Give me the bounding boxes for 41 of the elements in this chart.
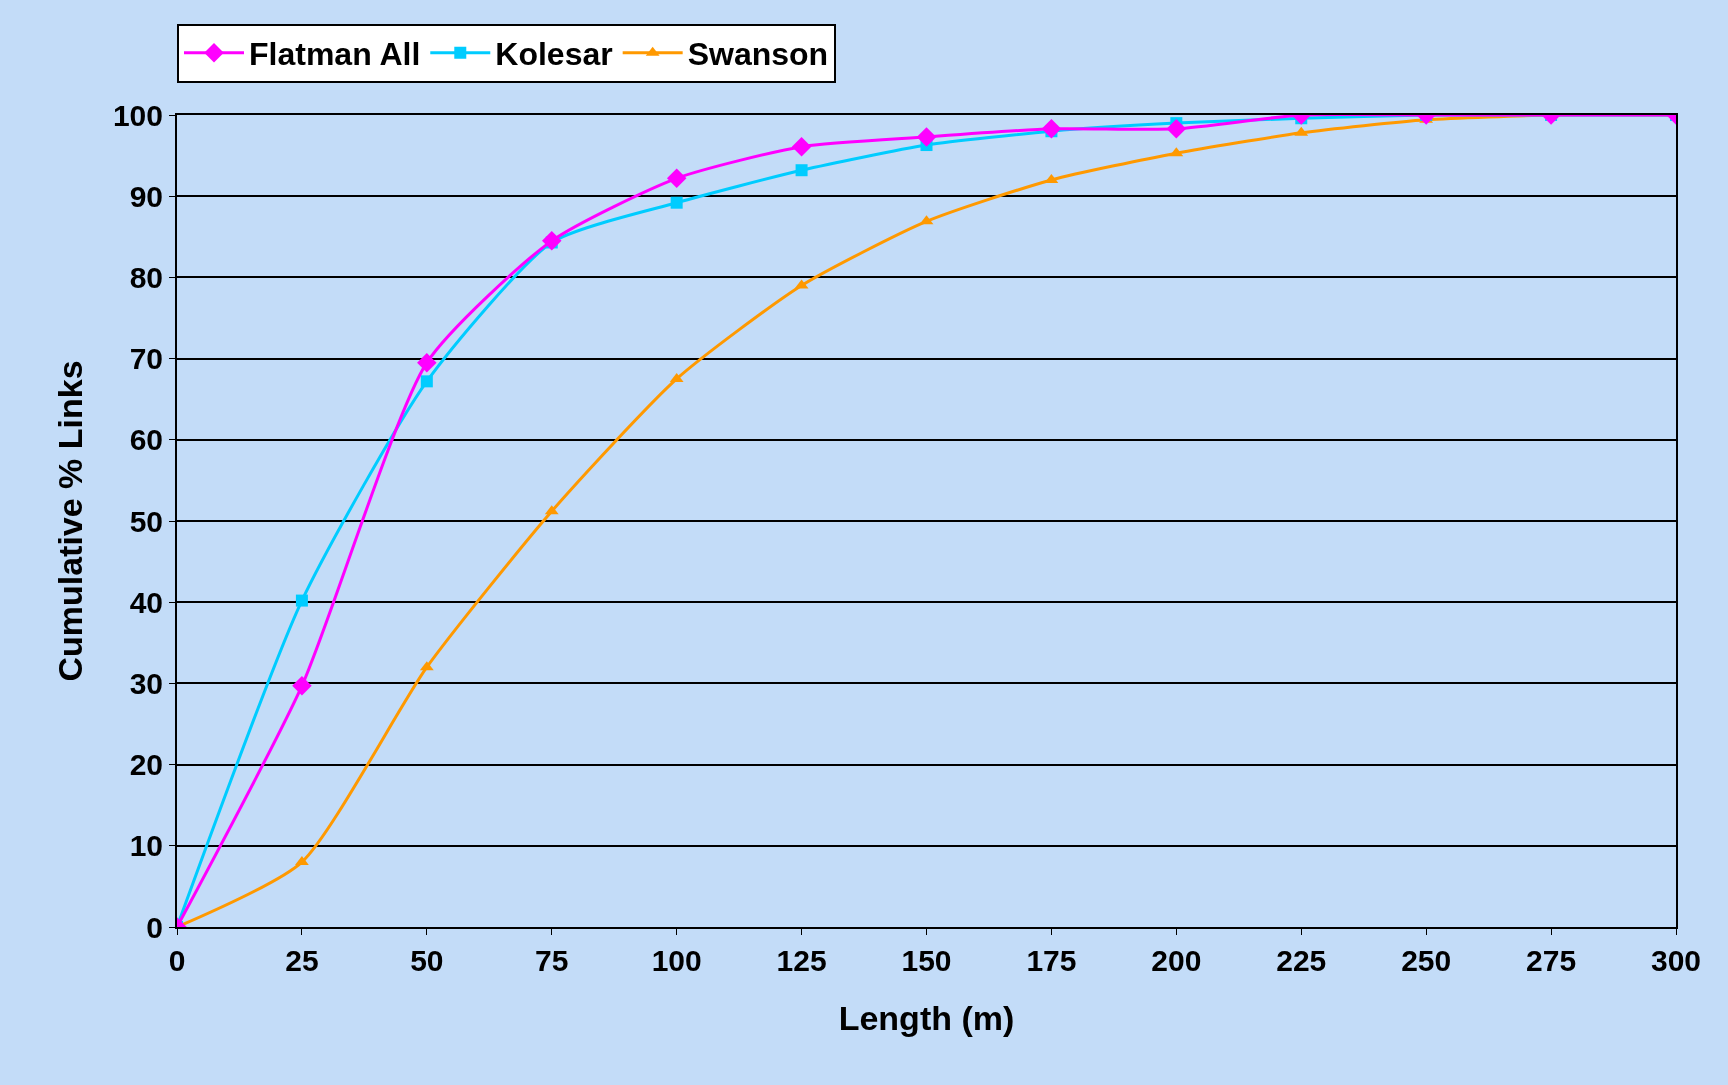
x-axis-title: Length (m) <box>838 998 1015 1037</box>
y-tick-label: 100 <box>112 98 163 132</box>
y-axis-title: Cumulative % Links <box>51 360 90 682</box>
x-tick-label: 125 <box>776 944 827 977</box>
point <box>916 127 937 147</box>
x-tick-label: 25 <box>285 944 319 977</box>
x-tick-label: 225 <box>1276 944 1327 977</box>
y-tick-label: 50 <box>129 504 163 538</box>
point <box>795 164 808 177</box>
legend-label: Kolesar <box>495 36 613 73</box>
y-tick-label: 80 <box>129 260 163 294</box>
x-tick-label: 200 <box>1151 944 1202 977</box>
y-tick-label: 90 <box>129 179 163 213</box>
y-tick-label: 10 <box>129 829 163 863</box>
x-tick-label: 175 <box>1026 944 1077 977</box>
point <box>417 352 437 373</box>
x-tick-label: 250 <box>1401 944 1452 977</box>
y-tick-label: 40 <box>129 585 163 619</box>
point <box>292 676 312 696</box>
point <box>295 594 308 607</box>
point <box>1166 119 1187 139</box>
x-tick-label: 275 <box>1526 944 1577 977</box>
point <box>1041 119 1062 139</box>
x-tick-label: 75 <box>535 944 569 977</box>
point <box>670 196 683 209</box>
x-tick-label: 100 <box>651 944 702 977</box>
point <box>791 136 812 157</box>
y-tick-label: 20 <box>129 748 163 782</box>
point <box>420 375 433 388</box>
y-tick-label: 60 <box>129 423 163 457</box>
x-tick-label: 50 <box>410 944 444 977</box>
legend-label: Swanson <box>687 36 829 73</box>
point <box>666 168 687 189</box>
y-tick-label: 70 <box>129 342 163 376</box>
x-tick-label: 150 <box>901 944 952 977</box>
point <box>542 231 562 251</box>
x-tick-label: 0 <box>168 944 186 977</box>
x-tick-label: 300 <box>1650 944 1702 977</box>
y-tick-label: 30 <box>129 666 163 700</box>
legend-label: Flatman All <box>249 36 421 73</box>
y-tick-label: 0 <box>146 910 163 944</box>
